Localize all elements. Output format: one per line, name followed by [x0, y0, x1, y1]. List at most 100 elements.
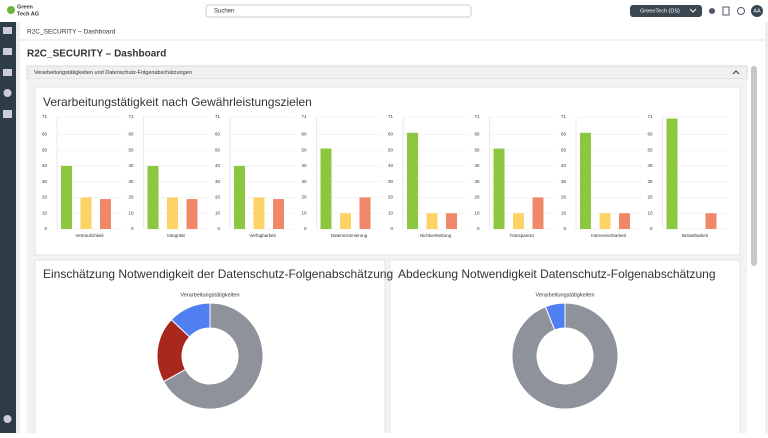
y-tick-label: 50: [388, 147, 394, 152]
y-tick-label: 10: [301, 210, 307, 215]
y-tick-label: 0: [217, 226, 220, 231]
avatar[interactable]: [751, 5, 763, 17]
x-tick-label: Belastbarkeit: [682, 233, 709, 238]
bar: [407, 132, 418, 229]
nav-settings[interactable]: [3, 415, 12, 423]
bar: [446, 213, 457, 229]
search-box[interactable]: [205, 4, 472, 18]
y-tick-label: 30: [474, 179, 480, 184]
bar: [167, 197, 178, 229]
bar: [580, 132, 591, 229]
y-tick-label: 20: [301, 195, 307, 200]
bar: [147, 165, 159, 229]
bar: [426, 213, 438, 229]
y-tick-label: 71: [474, 114, 480, 119]
bar: [61, 165, 72, 229]
bar: [666, 118, 678, 229]
y-tick-label: 20: [42, 195, 48, 200]
y-tick-label: 0: [650, 226, 653, 231]
nav-chart[interactable]: [3, 89, 12, 97]
y-tick-label: 50: [474, 147, 480, 152]
user-icon[interactable]: [709, 8, 715, 14]
y-tick-label: 50: [647, 147, 653, 152]
y-tick-label: 30: [128, 179, 134, 184]
y-tick-label: 10: [388, 210, 394, 215]
y-tick-label: 60: [388, 132, 394, 137]
search-placeholder: Suchen: [214, 9, 234, 15]
y-tick-label: 0: [131, 226, 134, 231]
bar: [340, 213, 351, 229]
breadcrumb: R2C_SECURITY – Dashboard: [27, 29, 116, 36]
y-tick-label: 30: [647, 179, 653, 184]
x-tick-label: Integrität: [167, 233, 185, 238]
y-tick-label: 71: [301, 114, 307, 119]
nav-list[interactable]: [3, 69, 12, 76]
y-tick-label: 10: [561, 210, 567, 215]
y-tick-label: 60: [215, 132, 221, 137]
donut-slice: [170, 302, 211, 338]
y-tick-label: 20: [647, 195, 653, 200]
clipboard-icon[interactable]: [722, 6, 730, 16]
sidebar: [0, 22, 16, 433]
info-icon[interactable]: [737, 7, 745, 15]
bar: [234, 165, 245, 229]
nav-home[interactable]: [3, 27, 12, 34]
y-tick-label: 40: [561, 163, 567, 168]
chart-subtitle: Verarbeitungstätigkeiten: [180, 292, 239, 298]
y-tick-label: 71: [215, 114, 221, 119]
bar: [100, 199, 111, 229]
y-tick-label: 30: [301, 179, 307, 184]
x-tick-label: Transparenz: [509, 233, 535, 238]
x-tick-label: Nichtverkettung: [420, 233, 452, 238]
y-tick-label: 50: [561, 147, 567, 152]
nav-edit[interactable]: [3, 48, 12, 55]
y-tick-label: 50: [128, 147, 134, 152]
tenant-button[interactable]: [630, 5, 702, 17]
donut-slice: [511, 302, 619, 410]
y-tick-label: 0: [304, 226, 307, 231]
x-tick-label: Datenminimierung: [331, 233, 368, 238]
collapse-icon[interactable]: [732, 70, 740, 75]
bar: [493, 148, 505, 229]
y-tick-label: 30: [388, 179, 394, 184]
bar: [513, 213, 524, 229]
dropdown-icon: [689, 8, 697, 13]
panel: [34, 86, 741, 256]
logo-icon: [7, 6, 15, 14]
y-tick-label: 40: [42, 163, 48, 168]
bar: [619, 213, 630, 229]
y-tick-label: 71: [388, 114, 394, 119]
donut-slice: [162, 302, 264, 410]
y-tick-label: 60: [128, 132, 134, 137]
y-tick-label: 71: [647, 114, 653, 119]
x-tick-label: Verfügbarkeit: [249, 233, 276, 238]
y-tick-label: 10: [647, 210, 653, 215]
y-tick-label: 50: [215, 147, 221, 152]
y-tick-label: 30: [561, 179, 567, 184]
y-tick-label: 60: [474, 132, 480, 137]
tenant-label: GreenTech (DS): [640, 8, 680, 14]
scrollbar[interactable]: [751, 66, 757, 266]
y-tick-label: 60: [301, 132, 307, 137]
y-tick-label: 10: [128, 210, 134, 215]
chart-subtitle: Verarbeitungstätigkeiten: [535, 292, 594, 298]
y-tick-label: 0: [44, 226, 47, 231]
y-tick-label: 40: [388, 163, 394, 168]
y-tick-label: 20: [128, 195, 134, 200]
bar: [599, 213, 611, 229]
panel-title: Verarbeitungstätigkeit nach Gewährleistu…: [43, 95, 312, 109]
logo-text: Tech AG: [17, 11, 39, 17]
nav-doc[interactable]: [3, 110, 12, 118]
bar: [705, 213, 717, 229]
page-title: R2C_SECURITY – Dashboard: [27, 49, 166, 60]
y-tick-label: 10: [215, 210, 221, 215]
logo-text: Green: [17, 4, 34, 10]
avatar-initials: AA: [753, 8, 761, 14]
y-tick-label: 40: [215, 163, 221, 168]
y-tick-label: 40: [647, 163, 653, 168]
donut-slice: [544, 302, 566, 331]
y-tick-label: 0: [477, 226, 480, 231]
y-tick-label: 71: [561, 114, 567, 119]
bar: [80, 197, 92, 229]
